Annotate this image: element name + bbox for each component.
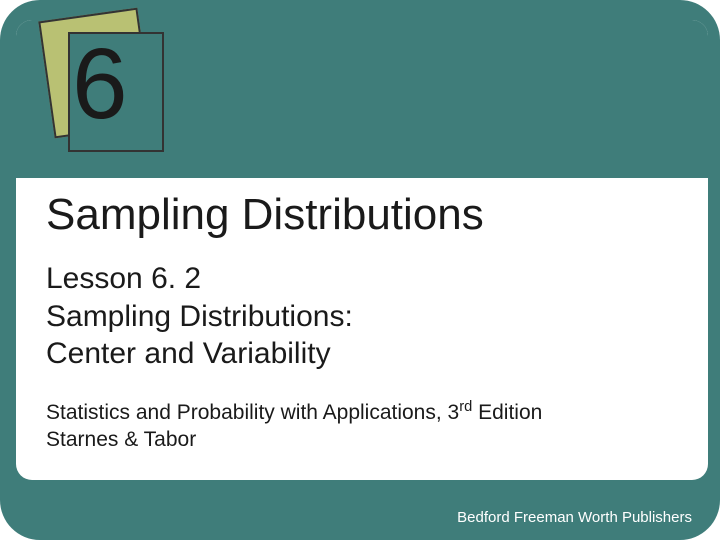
content-panel: 6 Sampling Distributions Lesson 6. 2 Sam… [16, 20, 708, 480]
lesson-line-3: Center and Variability [46, 335, 353, 373]
lesson-block: Lesson 6. 2 Sampling Distributions: Cent… [46, 260, 353, 373]
book-title-prefix: Statistics and Probability with Applicat… [46, 401, 459, 424]
publisher: Bedford Freeman Worth Publishers [457, 509, 692, 526]
main-title: Sampling Distributions [46, 190, 484, 240]
book-authors: Starnes & Tabor [46, 426, 542, 453]
book-title: Statistics and Probability with Applicat… [46, 398, 542, 426]
book-title-sup: rd [459, 399, 472, 415]
chapter-number: 6 [72, 34, 128, 134]
lesson-line-1: Lesson 6. 2 [46, 260, 353, 298]
book-block: Statistics and Probability with Applicat… [46, 398, 542, 454]
slide: 6 Sampling Distributions Lesson 6. 2 Sam… [0, 0, 720, 540]
book-title-suffix: Edition [472, 401, 542, 424]
lesson-line-2: Sampling Distributions: [46, 298, 353, 336]
